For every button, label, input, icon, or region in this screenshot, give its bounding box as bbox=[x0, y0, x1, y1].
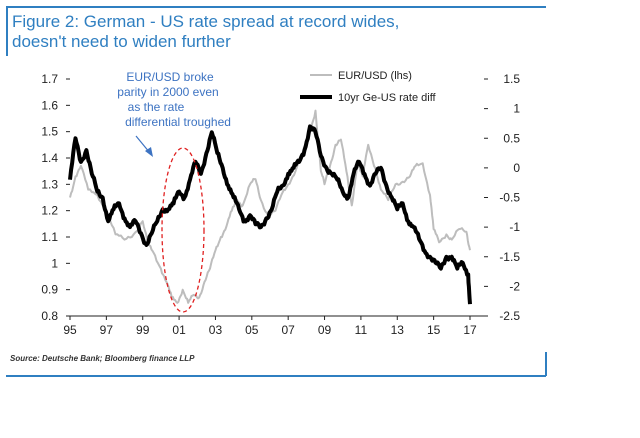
x-tick-label: 95 bbox=[63, 323, 77, 337]
y-left-tick-label: 1 bbox=[51, 256, 58, 270]
x-ticks: 95 97 99 01 03 05 07 09 11 13 15 17 bbox=[63, 316, 477, 337]
legend-label-eurusd: EUR/USD (lhs) bbox=[338, 70, 412, 82]
x-tick-label: 05 bbox=[245, 323, 259, 337]
legend-label-rate-diff: 10yr Ge-US rate diff bbox=[338, 92, 437, 104]
annotation-line-2: parity in 2000 even bbox=[117, 85, 218, 99]
annotation-line-4: differential troughed bbox=[125, 115, 231, 129]
y-left-ticks: 0.8 0.9 1 1.1 1.2 1.3 1.4 1.5 1.6 1.7 bbox=[41, 72, 70, 323]
annotation-line-3: as the rate bbox=[128, 100, 185, 114]
x-tick-label: 03 bbox=[209, 323, 223, 337]
x-tick-label: 07 bbox=[282, 323, 296, 337]
annotation-arrowhead bbox=[145, 147, 153, 157]
y-right-tick-label: -1 bbox=[509, 220, 520, 234]
x-tick-label: 01 bbox=[172, 323, 186, 337]
y-right-tick-label: -0.5 bbox=[499, 191, 520, 205]
frame-left-border bbox=[6, 6, 8, 56]
annotation-line-1: EUR/USD broke bbox=[126, 70, 214, 84]
frame-bottom-border bbox=[6, 375, 546, 377]
y-right-tick-label: 0.5 bbox=[503, 131, 520, 145]
series-rate-diff-line bbox=[68, 124, 472, 305]
y-left-tick-label: 1.2 bbox=[41, 204, 58, 218]
x-tick-label: 13 bbox=[391, 323, 405, 337]
x-tick-label: 09 bbox=[318, 323, 332, 337]
series-eurusd-line bbox=[69, 109, 471, 304]
title-line-1: Figure 2: German - US rate spread at rec… bbox=[12, 12, 400, 31]
x-tick-label: 11 bbox=[355, 323, 368, 337]
y-right-tick-label: -2 bbox=[509, 279, 520, 293]
source-note: Source: Deutsche Bank; Bloomberg finance… bbox=[10, 354, 195, 363]
y-left-tick-label: 1.4 bbox=[41, 151, 58, 165]
x-tick-label: 97 bbox=[100, 323, 114, 337]
y-left-tick-label: 0.8 bbox=[41, 309, 58, 323]
y-left-tick-label: 1.7 bbox=[41, 72, 58, 86]
y-right-tick-label: -2.5 bbox=[499, 309, 520, 323]
y-right-tick-label: -1.5 bbox=[499, 250, 520, 264]
y-left-tick-label: 1.5 bbox=[41, 125, 58, 139]
y-left-tick-label: 1.1 bbox=[41, 230, 58, 244]
x-tick-label: 99 bbox=[136, 323, 150, 337]
y-right-ticks: -2.5 -2 -1.5 -1 -0.5 0 0.5 1 1.5 bbox=[484, 72, 520, 323]
y-left-tick-label: 0.9 bbox=[41, 283, 58, 297]
x-tick-label: 15 bbox=[427, 323, 441, 337]
frame-top-border bbox=[6, 6, 546, 8]
y-right-tick-label: 1 bbox=[513, 102, 520, 116]
y-left-tick-label: 1.3 bbox=[41, 177, 58, 191]
title-line-2: doesn't need to widen further bbox=[12, 32, 231, 51]
y-left-tick-label: 1.6 bbox=[41, 98, 58, 112]
y-right-tick-label: 1.5 bbox=[503, 72, 520, 86]
x-tick-label: 17 bbox=[463, 323, 477, 337]
highlight-ellipse bbox=[161, 147, 205, 313]
figure-title: Figure 2: German - US rate spread at rec… bbox=[12, 12, 399, 52]
frame-right-border bbox=[545, 352, 547, 376]
y-right-tick-label: 0 bbox=[513, 161, 520, 175]
